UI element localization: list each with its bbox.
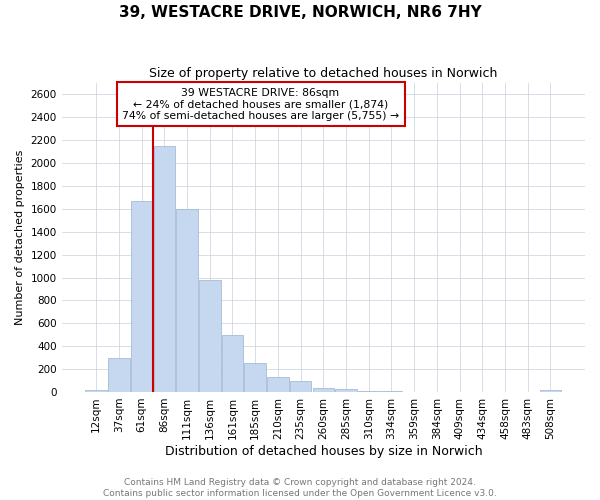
X-axis label: Distribution of detached houses by size in Norwich: Distribution of detached houses by size … — [164, 444, 482, 458]
Title: Size of property relative to detached houses in Norwich: Size of property relative to detached ho… — [149, 68, 497, 80]
Bar — [267, 377, 289, 392]
Bar — [313, 388, 334, 392]
Bar — [358, 390, 380, 392]
Text: Contains HM Land Registry data © Crown copyright and database right 2024.
Contai: Contains HM Land Registry data © Crown c… — [103, 478, 497, 498]
Bar — [108, 358, 130, 392]
Bar — [290, 380, 311, 392]
Bar — [85, 390, 107, 392]
Bar — [131, 201, 152, 392]
Bar — [222, 335, 243, 392]
Text: 39, WESTACRE DRIVE, NORWICH, NR6 7HY: 39, WESTACRE DRIVE, NORWICH, NR6 7HY — [119, 5, 481, 20]
Bar — [539, 390, 561, 392]
Bar — [199, 280, 221, 392]
Bar — [154, 146, 175, 392]
Y-axis label: Number of detached properties: Number of detached properties — [15, 150, 25, 325]
Bar — [244, 364, 266, 392]
Bar — [176, 209, 198, 392]
Bar — [335, 389, 357, 392]
Text: 39 WESTACRE DRIVE: 86sqm
← 24% of detached houses are smaller (1,874)
74% of sem: 39 WESTACRE DRIVE: 86sqm ← 24% of detach… — [122, 88, 399, 121]
